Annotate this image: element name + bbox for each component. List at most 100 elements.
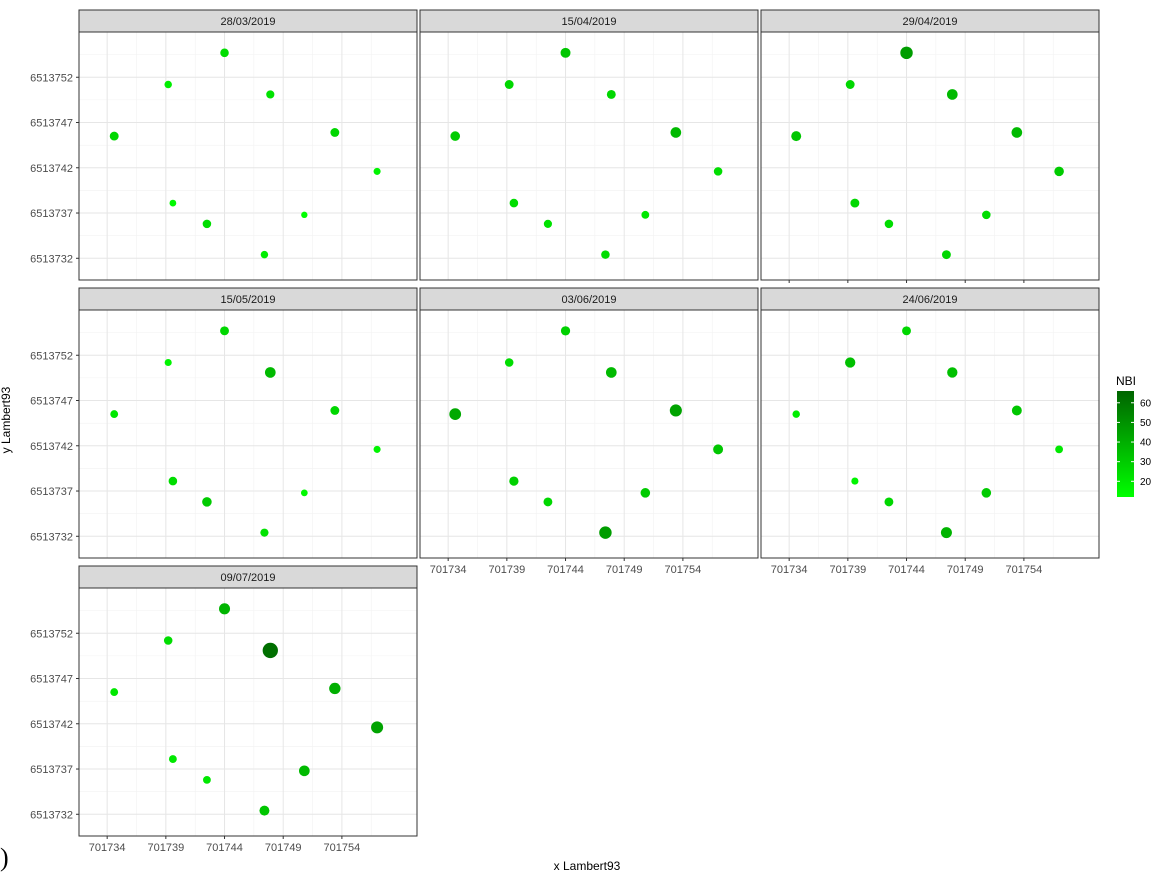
facet-panel: 09/07/2019 6513732 6513737 6513742 6513747 65… (30, 565, 418, 854)
x-tick-label: 701734 (771, 564, 808, 576)
data-point (168, 755, 177, 763)
x-axis-title: x Lambert93 (554, 859, 621, 873)
data-point (509, 476, 519, 486)
y-tick-label: 6513732 (30, 253, 73, 265)
data-point (1011, 127, 1023, 138)
data-point (169, 199, 177, 207)
facet-panels: 28/03/2019 6513732 6513737 6513742 6513747 65… (30, 9, 1100, 854)
data-point (260, 528, 269, 537)
facet-strip-label: 03/06/2019 (561, 294, 616, 306)
data-point (330, 128, 340, 137)
panel-border (78, 31, 418, 281)
x-tick-label: 701739 (147, 842, 184, 854)
data-point (792, 410, 800, 418)
legend-tick-label: 60 (1140, 398, 1152, 409)
data-point (599, 526, 612, 539)
x-tick-label: 701744 (206, 842, 243, 854)
y-tick-label: 6513732 (30, 531, 73, 543)
data-point (850, 198, 860, 208)
facet-panel: 15/04/2019 (419, 9, 759, 281)
y-tick-label: 6513737 (30, 486, 73, 498)
panel-background (79, 310, 417, 558)
data-point (164, 358, 172, 367)
data-point (110, 688, 119, 696)
panel-background (79, 588, 417, 836)
facet-panel: 28/03/2019 6513732 6513737 6513742 6513747 65… (30, 9, 418, 281)
y-tick-label: 6513732 (30, 809, 73, 821)
x-tick-label: 701739 (488, 564, 525, 576)
legend-tick-label: 40 (1140, 438, 1152, 449)
x-tick-label: 701744 (888, 564, 925, 576)
data-point (202, 219, 212, 229)
panel-border (419, 309, 759, 559)
data-point (1054, 166, 1064, 177)
data-point (219, 603, 231, 615)
data-point (203, 775, 211, 784)
data-point (504, 358, 514, 367)
data-point (1055, 445, 1064, 454)
data-point (543, 497, 553, 507)
data-point (851, 477, 859, 485)
x-tick-label: 701734 (430, 564, 467, 576)
corner-mark: ) (0, 843, 9, 872)
data-point (560, 326, 571, 336)
data-point (300, 489, 308, 497)
x-tick-label: 701734 (89, 842, 126, 854)
data-point (884, 497, 894, 507)
legend-tick-label: 50 (1140, 418, 1152, 429)
y-tick-label: 6513752 (30, 72, 73, 84)
data-point (504, 80, 514, 89)
data-point (845, 357, 856, 368)
x-tick-label: 701749 (265, 842, 302, 854)
y-tick-label: 6513737 (30, 764, 73, 776)
legend-colorbar (1117, 391, 1134, 497)
data-point (641, 210, 650, 219)
y-tick-label: 6513742 (30, 163, 73, 175)
panel-background (761, 32, 1099, 280)
data-point (845, 80, 855, 89)
facet-strip-label: 29/04/2019 (902, 16, 957, 28)
legend-title: NBI (1116, 374, 1136, 388)
data-point (940, 527, 952, 539)
panel-border (419, 31, 759, 281)
legend-tick-label: 30 (1140, 457, 1152, 468)
x-tick-label: 701744 (547, 564, 584, 576)
facet-strip-label: 28/03/2019 (220, 16, 275, 28)
data-point (220, 48, 229, 58)
data-point (264, 367, 276, 378)
data-point (946, 89, 958, 100)
y-axis-title: y Lambert93 (0, 386, 13, 453)
data-point (900, 46, 913, 60)
data-point (902, 326, 911, 336)
data-point (262, 642, 278, 659)
data-point (266, 90, 275, 99)
data-point (168, 476, 178, 486)
data-point (1011, 405, 1022, 416)
y-tick-label: 6513742 (30, 441, 73, 453)
data-point (371, 721, 384, 734)
data-point (260, 250, 269, 259)
y-tick-label: 6513752 (30, 350, 73, 362)
data-point (329, 682, 341, 695)
data-point (601, 250, 610, 259)
data-point (884, 219, 894, 229)
facet-strip-label: 15/04/2019 (561, 16, 616, 28)
y-tick-label: 6513747 (30, 674, 73, 686)
facet-panel: 15/05/2019 6513732 6513737 6513742 6513747 65… (30, 287, 418, 559)
data-point (330, 406, 340, 415)
data-point (259, 805, 270, 816)
data-point (981, 488, 992, 498)
facet-panel: 03/06/2019 701734 701739 701744 701749 701754 (419, 287, 759, 576)
data-point (560, 47, 571, 58)
data-point (606, 90, 616, 99)
y-tick-label: 6513737 (30, 208, 73, 220)
legend-tick-label: 20 (1140, 477, 1152, 488)
data-point (202, 497, 212, 507)
y-tick-label: 6513742 (30, 719, 73, 731)
data-point (941, 250, 951, 260)
y-tick-label: 6513747 (30, 118, 73, 130)
facet-strip-label: 15/05/2019 (220, 294, 275, 306)
data-point (299, 765, 310, 777)
x-tick-label: 701754 (665, 564, 702, 576)
